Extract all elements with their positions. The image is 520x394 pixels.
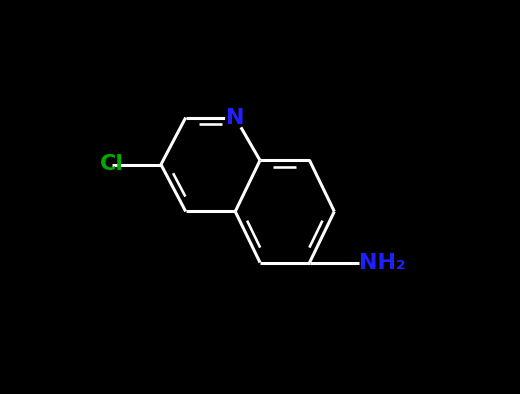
Text: NH₂: NH₂ bbox=[359, 253, 405, 273]
Text: Cl: Cl bbox=[100, 154, 124, 175]
Text: N: N bbox=[226, 108, 244, 128]
